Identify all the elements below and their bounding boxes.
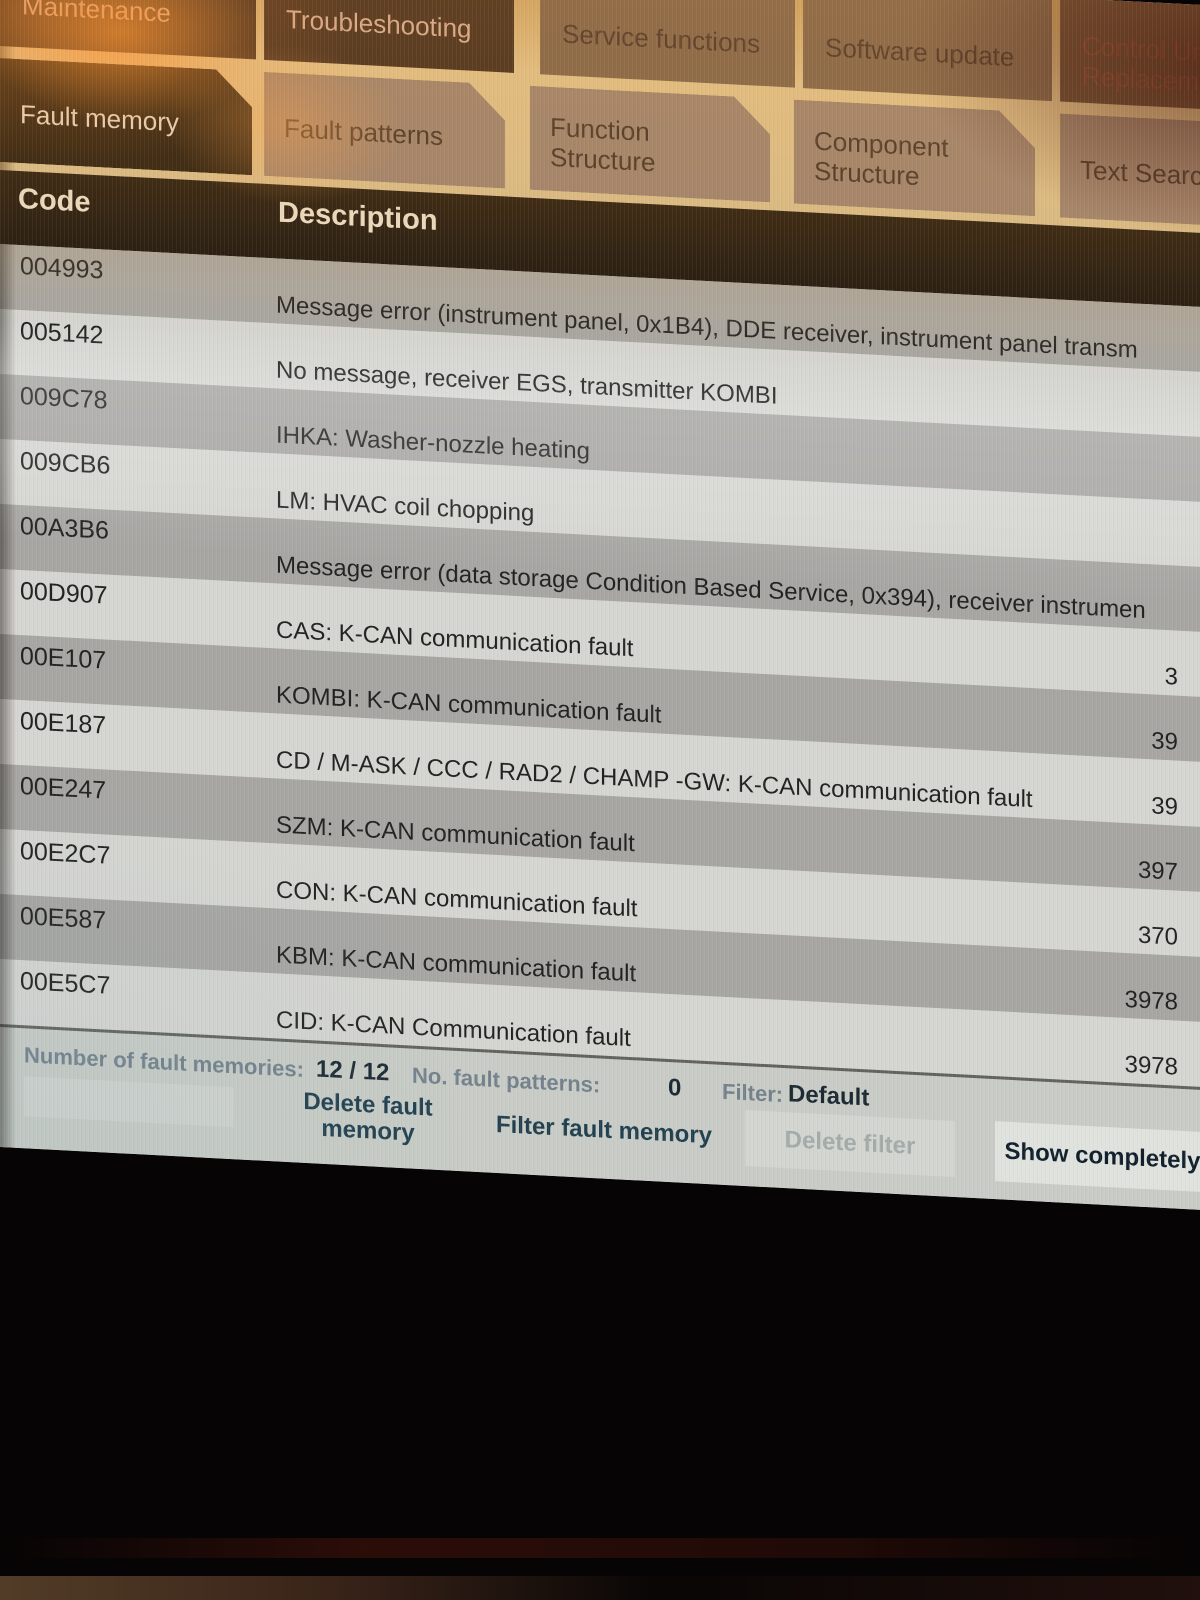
fault-code: 00A3B6 (20, 512, 109, 545)
fault-table: 004993 Message error (instrument panel, 0… (0, 244, 1200, 1089)
delete-fault-memory-button[interactable]: Delete fault memory (303, 1087, 433, 1147)
tab-label: Software update (825, 32, 1015, 73)
fault-code: 009C78 (20, 382, 108, 415)
fault-mileage-value: 3978 (1124, 1050, 1178, 1081)
sub-tab-fault-patterns[interactable]: Fault patterns (264, 72, 505, 189)
column-header-description: Description (278, 196, 438, 237)
fault-code: 00E5C7 (20, 967, 111, 1000)
fault-mileage-value: 3978 (1124, 985, 1178, 1016)
show-completely-button[interactable]: Show completely (995, 1121, 1200, 1193)
fault-mileage-value: 3 (1164, 663, 1178, 691)
desk-reflection (0, 1538, 1200, 1558)
main-tab-software-update[interactable]: Software update (803, 0, 1052, 102)
tab-label: Service functions (562, 18, 760, 59)
tab-label: Fault patterns (284, 112, 443, 152)
fault-code: 00E587 (20, 902, 107, 935)
fault-mileage-value: 397 (1137, 856, 1178, 886)
column-header-code: Code (18, 182, 91, 219)
filter-value: Default (788, 1080, 870, 1112)
fault-memories-value: 12 / 12 (316, 1055, 390, 1087)
fault-mileage-value: 39 (1151, 727, 1178, 756)
main-tab-maintenance[interactable]: Maintenance (0, 0, 256, 60)
fault-code: 005142 (20, 317, 104, 350)
desk-edge (0, 1576, 1200, 1600)
tab-label: Component Structure (814, 125, 949, 192)
sub-tab-function-structure[interactable]: Function Structure (530, 86, 770, 203)
main-tab-control-unit-replacement[interactable]: Control Unit Replacement (1060, 0, 1200, 111)
filter-fault-memory-button[interactable]: Filter fault memory (495, 1110, 713, 1150)
fault-code: 00E2C7 (20, 837, 111, 870)
fault-code: 004993 (20, 252, 104, 285)
fault-code: 00E107 (20, 642, 107, 675)
sub-tab-component-structure[interactable]: Component Structure (794, 100, 1035, 217)
main-tab-service-functions[interactable]: Service functions (540, 0, 795, 88)
fault-code: 00E187 (20, 707, 107, 740)
tab-label: Maintenance (22, 0, 171, 29)
main-tab-troubleshooting[interactable]: Troubleshooting (264, 0, 514, 73)
filter-label: Filter: (722, 1078, 784, 1108)
sub-tab-fault-memory[interactable]: Fault memory (0, 58, 252, 175)
tab-label: Control Unit Replacement (1082, 30, 1200, 99)
fault-code: 00E247 (20, 772, 107, 805)
disabled-button-left[interactable] (24, 1076, 234, 1128)
delete-filter-button[interactable]: Delete filter (745, 1110, 955, 1178)
sub-tab-text-search[interactable]: Text Search (1060, 114, 1200, 227)
fault-patterns-value: 0 (668, 1074, 682, 1102)
fault-code: 00D907 (20, 577, 108, 610)
tab-label: Fault memory (20, 99, 179, 138)
fault-mileage-value: 370 (1137, 921, 1178, 951)
tab-label: Troubleshooting (286, 4, 472, 44)
fault-mileage-value: 39 (1151, 792, 1178, 821)
diagnostic-screen: Maintenance Troubleshooting Service func… (0, 0, 1200, 1212)
fault-code: 009CB6 (20, 447, 111, 480)
tab-label: Function Structure (550, 111, 656, 178)
tab-label: Text Search (1080, 154, 1200, 192)
fault-memories-label: Number of fault memories: (24, 1042, 304, 1082)
